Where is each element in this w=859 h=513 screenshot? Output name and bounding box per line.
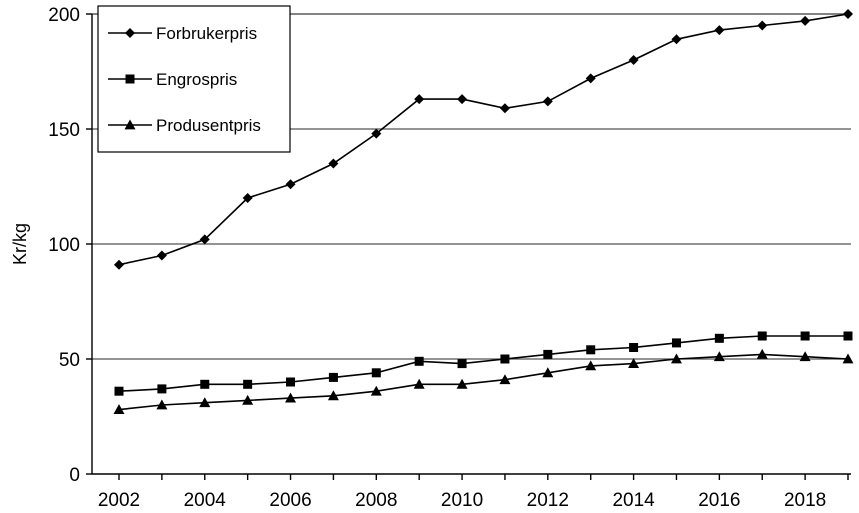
data-point-forbrukerpris (242, 193, 253, 203)
x-tick-label: 2018 (784, 490, 826, 511)
data-point-forbrukerpris (714, 25, 725, 36)
x-tick-label: 2012 (527, 490, 569, 511)
data-point-engrospris (200, 379, 210, 389)
data-point-forbrukerpris (457, 94, 468, 105)
series-engrospris (114, 331, 853, 396)
data-point-engrospris (328, 372, 338, 382)
data-point-produsentpris (456, 378, 468, 389)
data-point-engrospris (671, 338, 681, 348)
x-tick-label: 2006 (269, 490, 311, 511)
data-point-engrospris (286, 377, 296, 387)
data-point-engrospris (500, 354, 510, 364)
data-point-produsentpris (370, 385, 382, 396)
data-point-produsentpris (713, 351, 725, 362)
x-tick-label: 2002 (98, 490, 140, 511)
series-group (113, 9, 854, 414)
data-point-produsentpris (799, 351, 811, 362)
data-point-engrospris (114, 386, 124, 396)
data-point-engrospris (586, 345, 596, 355)
x-tick-label: 2008 (355, 490, 397, 511)
y-tick-label: 0 (69, 465, 80, 486)
data-point-forbrukerpris (671, 34, 682, 45)
data-point-forbrukerpris (371, 128, 382, 139)
x-tick-label: 2016 (698, 490, 740, 511)
data-point-produsentpris (113, 404, 125, 414)
legend: Forbrukerpris Engrospris Produsentpris (97, 5, 291, 153)
data-point-engrospris (157, 384, 167, 394)
data-point-produsentpris (756, 348, 768, 359)
data-point-forbrukerpris (499, 103, 510, 114)
axes: 0 50 100 150 200 2002 2004 2006 2008 2010 2012 2014… (48, 5, 851, 511)
data-point-produsentpris (628, 358, 640, 368)
data-point-engrospris (714, 333, 724, 343)
y-tick-label: 150 (48, 120, 80, 141)
legend-label: Engrospris (156, 70, 237, 89)
data-point-produsentpris (670, 353, 682, 364)
data-point-engrospris (629, 343, 639, 352)
data-point-forbrukerpris (199, 234, 210, 245)
data-point-engrospris (757, 331, 767, 341)
legend-marker-forbrukerpris (125, 28, 135, 38)
series-line-engrospris (118, 335, 848, 392)
legend-marker-produsentpris (124, 119, 136, 130)
data-point-forbrukerpris (156, 250, 167, 261)
data-point-engrospris (800, 331, 810, 341)
legend-label: Produsentpris (156, 116, 261, 135)
data-point-produsentpris (199, 397, 211, 408)
data-point-produsentpris (542, 367, 554, 378)
x-tick-label: 2004 (184, 490, 227, 511)
data-point-forbrukerpris (114, 259, 124, 270)
data-point-forbrukerpris (757, 20, 768, 31)
series-line-produsentpris (118, 353, 849, 411)
y-tick-label: 200 (48, 5, 80, 26)
data-point-produsentpris (413, 378, 425, 389)
data-point-forbrukerpris (628, 55, 639, 65)
data-point-engrospris (371, 368, 381, 378)
y-tick-label: 50 (59, 350, 80, 371)
series-produsentpris (113, 348, 854, 414)
x-tick-label: 2014 (612, 490, 655, 511)
data-point-engrospris (414, 356, 424, 366)
data-point-forbrukerpris (585, 73, 596, 84)
legend-label: Forbrukerpris (156, 24, 257, 43)
y-tick-label: 100 (48, 235, 80, 256)
legend-marker-engrospris (125, 74, 135, 84)
data-point-produsentpris (585, 360, 597, 371)
data-point-engrospris (843, 331, 853, 341)
x-tick-label: 2010 (441, 490, 483, 511)
data-point-forbrukerpris (542, 96, 553, 107)
data-point-produsentpris (499, 374, 511, 385)
data-point-forbrukerpris (285, 179, 296, 190)
data-point-engrospris (543, 349, 553, 359)
data-point-produsentpris (242, 394, 254, 405)
data-point-forbrukerpris (800, 15, 811, 26)
y-axis-title: Kr/kg (10, 223, 30, 265)
data-point-produsentpris (842, 353, 854, 364)
data-point-forbrukerpris (414, 94, 425, 105)
data-point-produsentpris (156, 399, 168, 410)
data-point-forbrukerpris (328, 158, 339, 169)
series-line-forbrukerpris (118, 13, 849, 266)
data-point-produsentpris (327, 390, 339, 401)
series-forbrukerpris (114, 9, 853, 270)
data-point-engrospris (243, 379, 253, 389)
data-point-engrospris (457, 359, 467, 369)
data-point-produsentpris (285, 392, 297, 403)
data-point-forbrukerpris (843, 9, 853, 19)
